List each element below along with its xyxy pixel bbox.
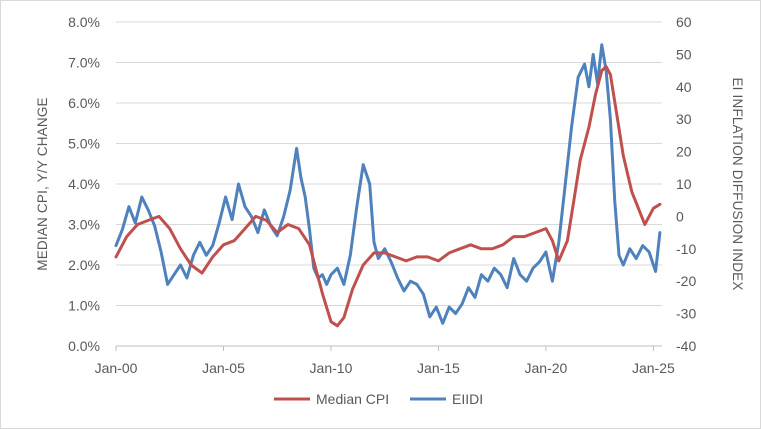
y-tick-label-left: 7.0% [68,55,100,71]
y-tick-label-right: -30 [676,306,696,322]
y-axis-title-right: EI INFLATION DIFFUSION INDEX [730,77,745,290]
y-tick-label-left: 8.0% [68,14,100,30]
y-tick-label-right: 40 [676,79,692,95]
series-line-median-cpi [114,65,662,328]
y-axis-title-left: MEDIAN CPI, Y/Y CHANGE [35,97,50,270]
y-tick-label-left: 4.0% [68,176,100,192]
x-tick-label: Jan-05 [202,360,245,376]
y-tick-label-left: 5.0% [68,136,100,152]
y-tick-label-right: 10 [676,176,692,192]
legend-label-eiidi: EIIDI [452,391,483,407]
x-tick-label: Jan-25 [632,360,675,376]
y-tick-label-left: 6.0% [68,95,100,111]
y-tick-label-right: -10 [676,241,696,257]
y-tick-label-right: 0 [676,208,684,224]
x-tick-label: Jan-00 [95,360,138,376]
y-tick-label-right: -20 [676,273,696,289]
y-tick-label-left: 1.0% [68,298,100,314]
y-tick-label-left: 3.0% [68,217,100,233]
y-tick-label-right: 30 [676,111,692,127]
x-tick-label: Jan-15 [417,360,460,376]
y-tick-label-right: -40 [676,338,696,354]
y-tick-label-right: 60 [676,14,692,30]
x-tick-label: Jan-10 [310,360,353,376]
y-tick-label-right: 20 [676,144,692,160]
legend-label-median-cpi: Median CPI [316,391,389,407]
y-tick-label-right: 50 [676,46,692,62]
y-tick-label-left: 0.0% [68,338,100,354]
y-tick-label-left: 2.0% [68,257,100,273]
x-tick-label: Jan-20 [525,360,568,376]
